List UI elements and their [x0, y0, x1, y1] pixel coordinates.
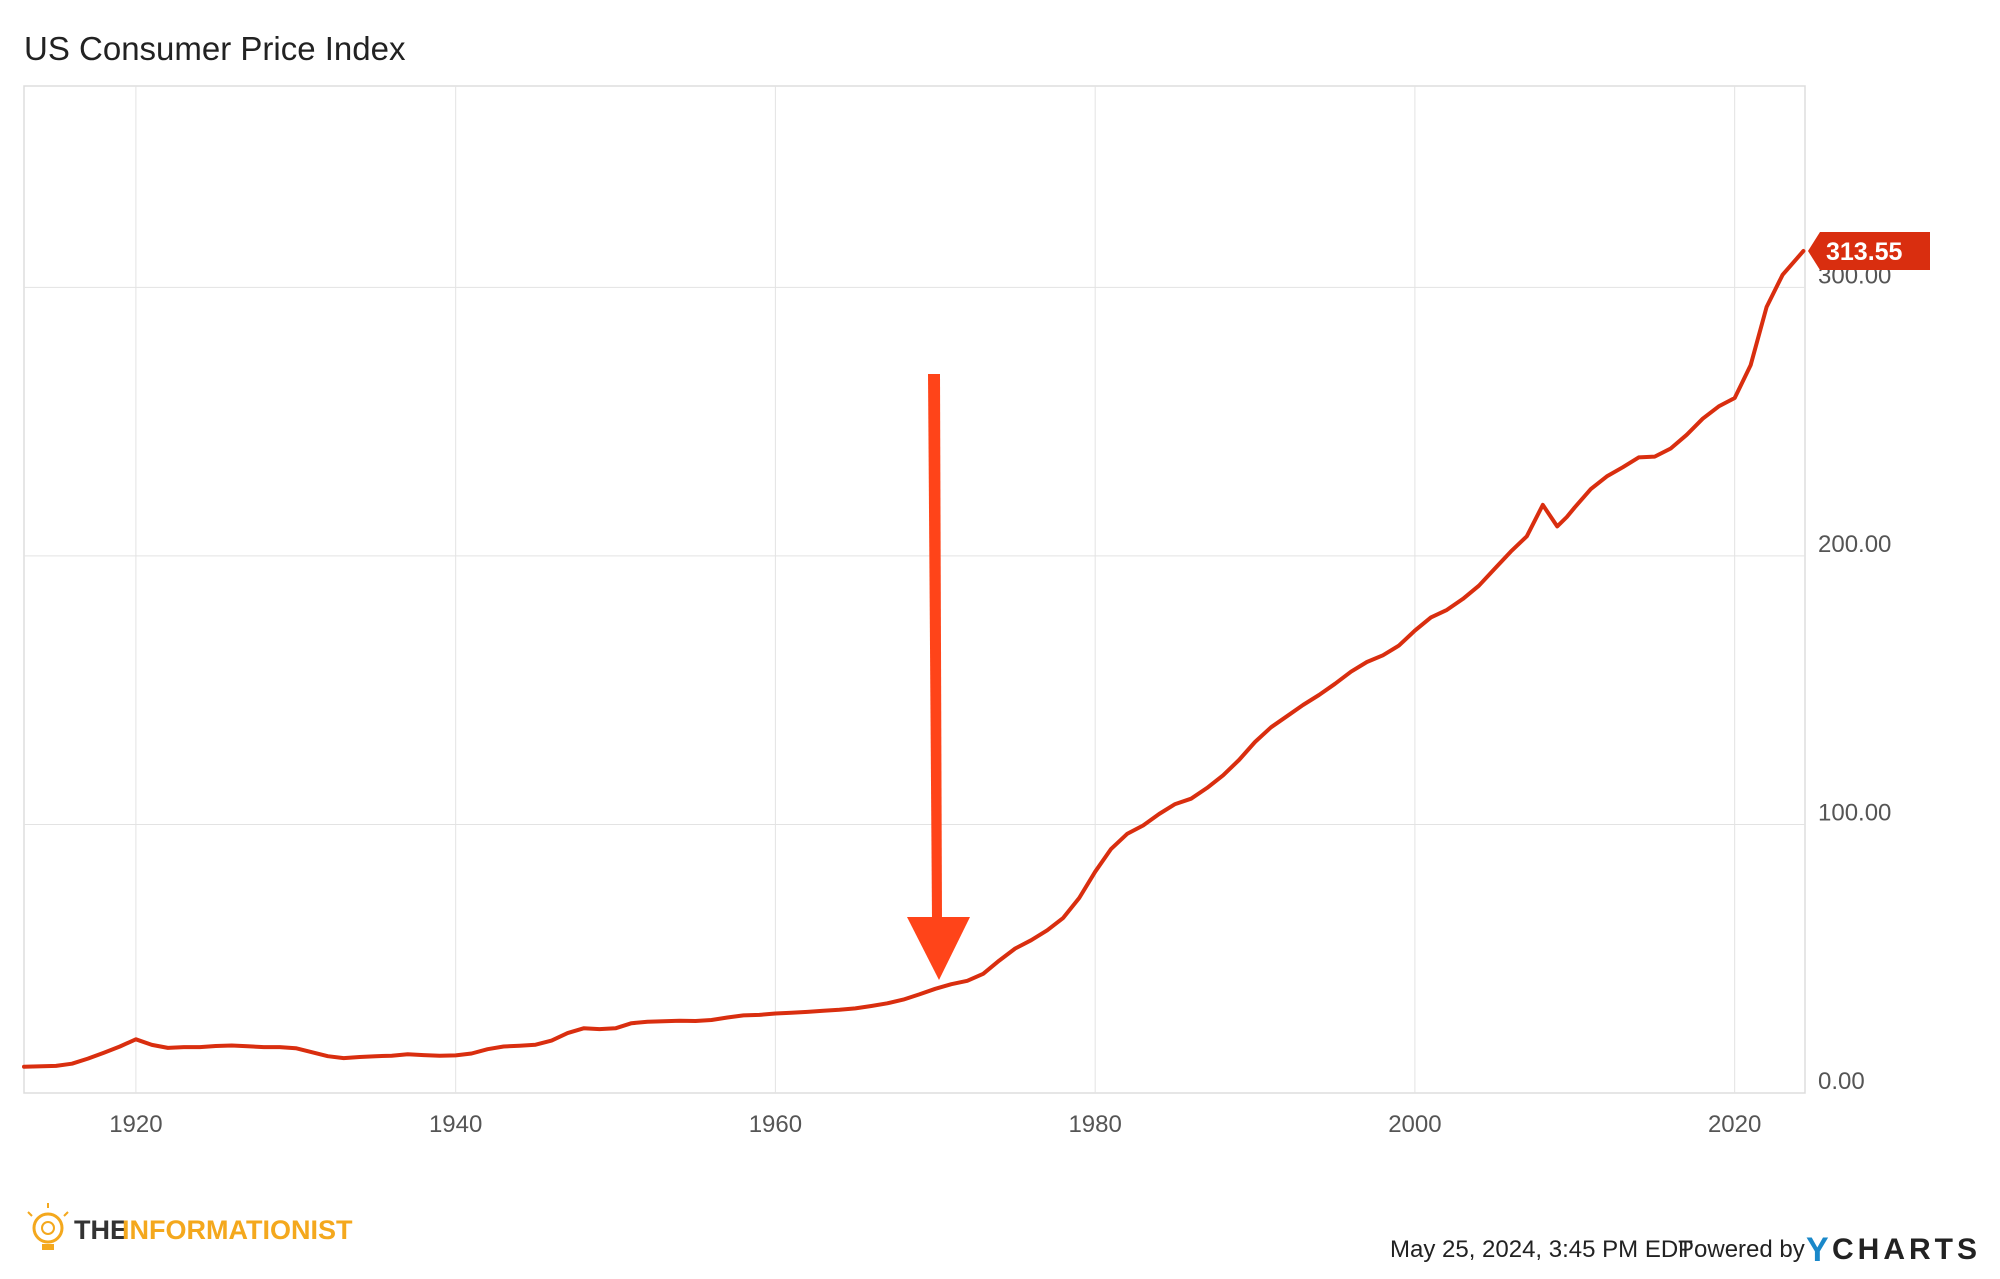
- brand-the: THE: [74, 1215, 128, 1245]
- ycharts-wordmark: CHARTS: [1832, 1233, 1981, 1266]
- plot-area: 1920 1940 1960 1980 2000 2020 0.00 100.00 200.0…: [22, 85, 1891, 1138]
- y-tick-label: 100.00: [1818, 799, 1891, 826]
- x-tick-label: 2020: [1708, 1111, 1761, 1138]
- x-tick-label: 1980: [1068, 1111, 1121, 1138]
- powered-by-text: Powered by: [1678, 1236, 1805, 1263]
- y-tick-label: 200.00: [1818, 531, 1891, 558]
- lightbulb-icon: [27, 1203, 69, 1250]
- plot-border: [23, 85, 1806, 1094]
- ycharts-y: Y: [1806, 1231, 1829, 1269]
- x-tick-label: 2000: [1388, 1111, 1441, 1138]
- x-axis-ticks: 1920 1940 1960 1980 2000 2020: [109, 1111, 1761, 1138]
- arrow-head: [907, 917, 970, 980]
- x-tick-label: 1960: [749, 1111, 802, 1138]
- last-value-badge: 313.55: [1808, 232, 1930, 271]
- grid-lines: [24, 86, 1805, 1093]
- x-tick-label: 1940: [429, 1111, 482, 1138]
- arrow-shaft: [928, 374, 942, 920]
- footer-timestamp: May 25, 2024, 3:45 PM EDT: [1390, 1236, 1693, 1263]
- last-value-label: 313.55: [1826, 238, 1903, 266]
- informationist-logo: THE INFORMATIONIST: [27, 1203, 353, 1250]
- cpi-series-line: [22, 249, 1806, 1069]
- chart-title: US Consumer Price Index: [24, 30, 406, 67]
- x-tick-label: 1920: [109, 1111, 162, 1138]
- y-tick-label: 0.00: [1818, 1068, 1865, 1095]
- annotation-arrow: [907, 374, 970, 980]
- last-value-badge-shape: [1808, 232, 1930, 271]
- brand-informationist: INFORMATIONIST: [122, 1215, 353, 1245]
- ycharts-logo: Y CHARTS: [1806, 1231, 1981, 1269]
